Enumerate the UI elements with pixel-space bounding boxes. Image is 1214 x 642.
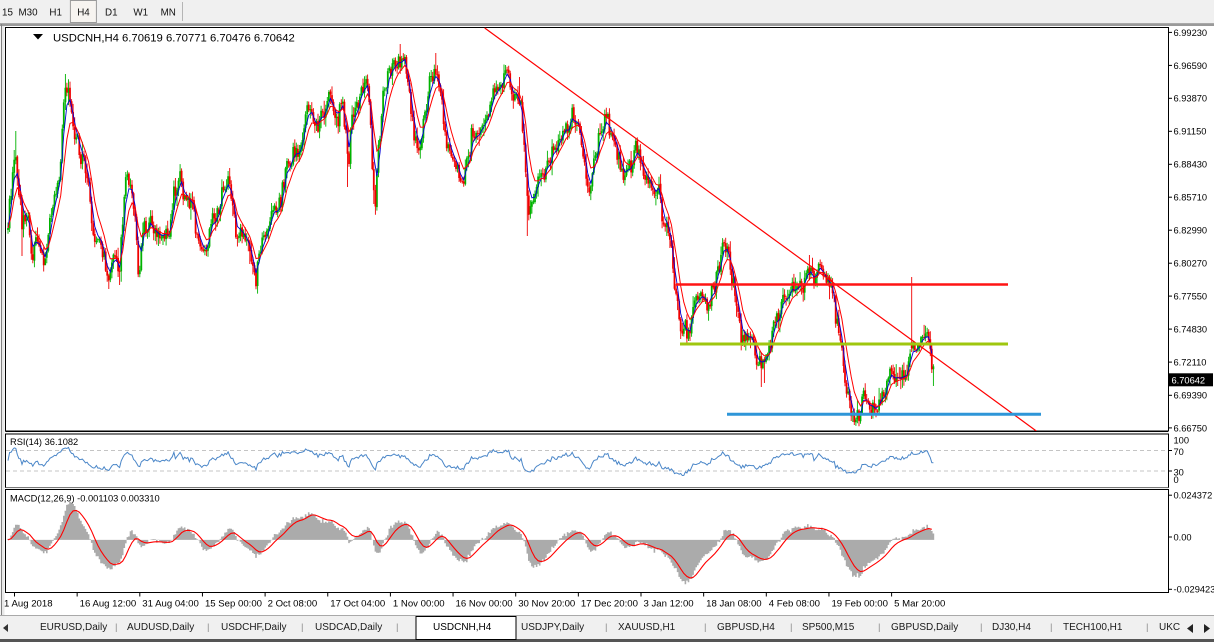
svg-text:16 Aug 12:00: 16 Aug 12:00 [80, 599, 137, 610]
svg-text:H4: H4 [77, 7, 90, 18]
svg-text:30 Nov 20:00: 30 Nov 20:00 [518, 599, 575, 610]
svg-text:1 Aug 2018: 1 Aug 2018 [4, 599, 53, 610]
svg-text:6.80270: 6.80270 [1174, 259, 1208, 269]
svg-text:DJ30,H4: DJ30,H4 [992, 622, 1031, 633]
svg-text:6.70642: 6.70642 [1172, 375, 1206, 385]
svg-text:|: | [980, 622, 982, 633]
svg-text:|: | [704, 622, 706, 633]
svg-text:70: 70 [1174, 447, 1184, 457]
svg-text:3 Jan 12:00: 3 Jan 12:00 [644, 599, 694, 610]
svg-text:15 Sep 00:00: 15 Sep 00:00 [205, 599, 262, 610]
svg-text:|: | [115, 622, 117, 633]
svg-text:RSI(14) 36.1082: RSI(14) 36.1082 [10, 437, 78, 447]
svg-text:USDCNH,H4: USDCNH,H4 [433, 622, 492, 633]
svg-text:|: | [207, 622, 209, 633]
svg-text:6.70619 6.70771 6.70476 6.7064: 6.70619 6.70771 6.70476 6.70642 [122, 33, 295, 45]
svg-text:W1: W1 [133, 7, 148, 18]
svg-text:15: 15 [2, 7, 13, 18]
svg-text:30: 30 [1174, 467, 1184, 477]
svg-text:|: | [790, 622, 792, 633]
svg-text:6.85710: 6.85710 [1174, 193, 1208, 203]
svg-text:AUDUSD,Daily: AUDUSD,Daily [127, 622, 194, 633]
svg-text:0.00: 0.00 [1174, 532, 1192, 542]
svg-text:19 Feb 00:00: 19 Feb 00:00 [831, 599, 888, 610]
svg-text:USDCHF,Daily: USDCHF,Daily [221, 622, 287, 633]
svg-text:|: | [396, 622, 398, 633]
svg-text:100: 100 [1174, 436, 1190, 446]
svg-text:6.69390: 6.69390 [1174, 391, 1208, 401]
svg-text:UKC: UKC [1159, 622, 1180, 633]
svg-text:6.74830: 6.74830 [1174, 325, 1208, 335]
svg-text:SP500,M15: SP500,M15 [802, 622, 855, 633]
svg-text:EURUSD,Daily: EURUSD,Daily [40, 622, 107, 633]
svg-text:31 Aug 04:00: 31 Aug 04:00 [142, 599, 199, 610]
svg-text:17 Dec 20:00: 17 Dec 20:00 [581, 599, 638, 610]
svg-text:GBPUSD,Daily: GBPUSD,Daily [891, 622, 958, 633]
svg-text:6.66750: 6.66750 [1174, 423, 1208, 433]
svg-text:16 Nov 00:00: 16 Nov 00:00 [456, 599, 513, 610]
svg-text:1 Nov 00:00: 1 Nov 00:00 [393, 599, 445, 610]
svg-text:2 Oct 08:00: 2 Oct 08:00 [268, 599, 318, 610]
svg-text:D1: D1 [105, 7, 118, 18]
svg-text:-0.029423: -0.029423 [1174, 585, 1214, 595]
svg-text:6.82990: 6.82990 [1174, 226, 1208, 236]
svg-text:H1: H1 [49, 7, 62, 18]
svg-text:6.96590: 6.96590 [1174, 61, 1208, 71]
svg-text:6.72110: 6.72110 [1174, 358, 1207, 368]
svg-text:6.88430: 6.88430 [1174, 160, 1208, 170]
svg-text:MACD(12,26,9) -0.001103 0.0033: MACD(12,26,9) -0.001103 0.003310 [10, 494, 160, 504]
svg-text:|: | [878, 622, 880, 633]
svg-text:6.77550: 6.77550 [1174, 292, 1208, 302]
svg-text:6.91150: 6.91150 [1174, 127, 1207, 137]
svg-text:6.93870: 6.93870 [1174, 94, 1208, 104]
svg-text:USDJPY,Daily: USDJPY,Daily [521, 622, 584, 633]
svg-text:USDCNH,H4: USDCNH,H4 [53, 33, 119, 45]
svg-text:|: | [605, 622, 607, 633]
svg-text:|: | [1146, 622, 1148, 633]
svg-text:5 Mar 20:00: 5 Mar 20:00 [894, 599, 945, 610]
svg-text:XAUUSD,H1: XAUUSD,H1 [618, 622, 676, 633]
svg-text:M30: M30 [19, 7, 39, 18]
svg-text:|: | [301, 622, 303, 633]
svg-text:6.99230: 6.99230 [1174, 28, 1208, 38]
svg-text:0.024372: 0.024372 [1174, 491, 1213, 501]
svg-text:0: 0 [1174, 475, 1179, 485]
svg-text:TECH100,H1: TECH100,H1 [1063, 622, 1123, 633]
svg-text:MN: MN [161, 7, 176, 18]
svg-text:|: | [1050, 622, 1052, 633]
svg-text:4 Feb 08:00: 4 Feb 08:00 [769, 599, 820, 610]
svg-text:GBPUSD,H4: GBPUSD,H4 [717, 622, 775, 633]
svg-text:USDCAD,Daily: USDCAD,Daily [315, 622, 382, 633]
svg-text:18 Jan 08:00: 18 Jan 08:00 [706, 599, 761, 610]
svg-text:17 Oct 04:00: 17 Oct 04:00 [330, 599, 385, 610]
